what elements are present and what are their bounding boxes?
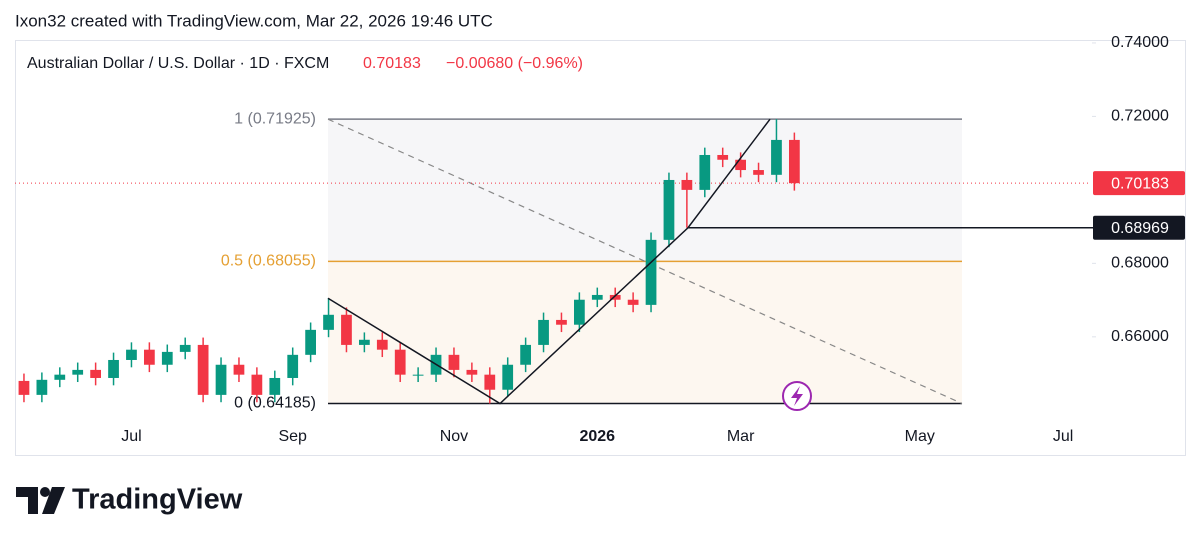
fib-label: 0.5 (0.68055) (221, 253, 316, 270)
candle-body (161, 351, 173, 365)
candle-body (520, 344, 531, 365)
candle-body (484, 374, 496, 390)
candle-body (789, 139, 800, 184)
candle-body (359, 339, 370, 345)
line-price-label: 0.68969 (1111, 220, 1169, 237)
alert-icon (782, 381, 812, 411)
fib-zone-lower (328, 261, 962, 404)
candle-body (233, 364, 245, 375)
x-tick-label: 2026 (579, 428, 615, 445)
candle-body (448, 354, 460, 370)
line-price-box (1093, 215, 1185, 240)
candle-body (215, 364, 227, 395)
x-tick-label: Sep (278, 428, 307, 445)
candle-body (717, 154, 729, 160)
x-tick-label: May (905, 428, 935, 445)
y-tick-label: 0.68000 (1111, 255, 1169, 272)
candle-body (753, 170, 764, 175)
candle-body (466, 369, 478, 375)
candle-body (556, 319, 567, 325)
candle-body (90, 369, 101, 378)
x-tick-label: Jul (1053, 428, 1073, 445)
fib-trend-line (327, 118, 963, 405)
y-tick-label: 0.72000 (1111, 108, 1169, 125)
candle-body (323, 314, 334, 330)
credit: Ixon32 created with TradingView.com, Mar… (15, 11, 493, 30)
symbol-title: Australian Dollar / U.S. Dollar · 1D · F… (27, 55, 329, 72)
price-box-label: 0.70183 (1111, 175, 1169, 192)
brand-logo (16, 487, 65, 514)
candle-body (287, 354, 299, 378)
fib-label: 1 (0.71925) (234, 110, 316, 127)
candle-body (627, 299, 639, 305)
candle-body (538, 319, 549, 345)
candle-body (144, 349, 155, 365)
candle-body (54, 374, 66, 380)
candle-body (681, 179, 693, 190)
candle-body (502, 364, 514, 390)
candle-body (126, 349, 137, 360)
fib-label: 0 (0.64185) (234, 395, 316, 412)
candle-body (179, 344, 191, 352)
candle-body (574, 299, 585, 325)
header-price: 0.70183 (363, 55, 421, 72)
brand-name: TradingView (72, 484, 243, 516)
candle-body (18, 380, 30, 395)
candle-body (341, 314, 352, 345)
candle-body (108, 359, 119, 378)
header-change: −0.00680 (−0.96%) (446, 55, 583, 72)
candle-body (36, 379, 48, 395)
candle-body (771, 139, 782, 175)
candle-body (305, 329, 316, 355)
candle-body (376, 339, 388, 350)
x-tick-label: Mar (727, 428, 755, 445)
candle-body (251, 374, 263, 395)
candle-body (735, 159, 746, 171)
y-tick-label: 0.74000 (1111, 34, 1169, 51)
candle-body (269, 377, 281, 395)
x-tick-label: Nov (440, 428, 468, 445)
fib-zone-upper (328, 119, 962, 262)
candle-body (591, 294, 603, 300)
chart-frame (15, 40, 1186, 456)
candle-body (663, 179, 675, 240)
y-tick-label: 0.66000 (1111, 328, 1169, 345)
trend-line (327, 118, 771, 405)
candle-body (412, 374, 424, 376)
candle-body (197, 344, 209, 395)
candle-body (699, 154, 711, 190)
x-tick-label: Jul (121, 428, 141, 445)
candle-body (72, 369, 84, 375)
price-box (1093, 171, 1185, 196)
candle-body (645, 239, 657, 305)
candle-body (609, 294, 621, 300)
plot-area: 1 (0.71925) 0.5 (0.68055) 0 (0.64185) 0.660… (15, 34, 1185, 445)
candle-body (394, 349, 406, 375)
